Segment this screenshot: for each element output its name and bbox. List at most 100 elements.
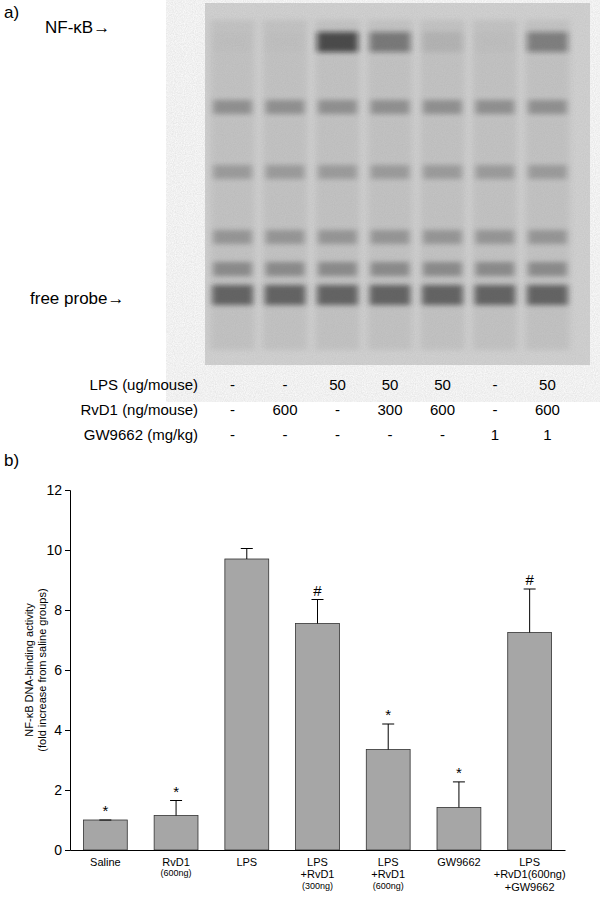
panel-label: b) bbox=[4, 451, 19, 470]
x-tick-label: LPS+RvD1(300ng) bbox=[301, 856, 335, 891]
x-tick-label-line: GW9662 bbox=[437, 856, 480, 868]
x-tick: GW9662 bbox=[437, 850, 480, 868]
significance-marker: * bbox=[173, 783, 179, 800]
nfkb-band bbox=[212, 32, 253, 52]
y-axis-line bbox=[65, 491, 71, 851]
lane bbox=[263, 20, 308, 350]
y-tick-label: 6 bbox=[54, 662, 62, 678]
nonspecific-band bbox=[423, 165, 462, 179]
treatment-value: - bbox=[230, 426, 235, 443]
nonspecific-band bbox=[213, 100, 252, 114]
gel-background bbox=[205, 3, 590, 365]
error-cap bbox=[312, 599, 324, 600]
y-tick-mark bbox=[65, 730, 70, 731]
nonspecific-band bbox=[423, 230, 462, 244]
y-tick-mark bbox=[65, 790, 70, 791]
error-bar bbox=[99, 820, 111, 821]
nonspecific-band bbox=[318, 230, 357, 244]
significance-marker: * bbox=[456, 764, 462, 781]
y-tick-mark bbox=[65, 550, 70, 551]
nfkb-band bbox=[422, 32, 463, 52]
free-probe-band bbox=[212, 285, 253, 305]
nonspecific-band bbox=[318, 100, 357, 114]
nonspecific-band bbox=[476, 165, 515, 179]
nonspecific-band bbox=[371, 165, 410, 179]
error-line bbox=[317, 600, 318, 624]
nonspecific-band bbox=[266, 262, 305, 276]
x-tick-label-line: +RvD1 bbox=[301, 868, 335, 880]
free-probe-band bbox=[422, 285, 463, 305]
error-line bbox=[458, 782, 459, 808]
nfkb-band bbox=[370, 32, 411, 52]
significance-marker: # bbox=[313, 582, 322, 599]
x-tick-label: RvD1(600ng) bbox=[161, 856, 192, 878]
x-tick-label-line: +GW9662 bbox=[505, 881, 555, 893]
nonspecific-band bbox=[476, 262, 515, 276]
nonspecific-band bbox=[423, 100, 462, 114]
treatment-label: LPS (ug/mouse) bbox=[90, 376, 198, 393]
error-bar bbox=[382, 724, 394, 750]
treatment-value: - bbox=[283, 426, 288, 443]
x-tick-label-line: (600ng) bbox=[373, 881, 404, 891]
x-tick-label-line: (600ng) bbox=[161, 868, 192, 878]
bar bbox=[366, 750, 410, 851]
x-tick: LPS+RvD1(600ng)+GW9662 bbox=[494, 850, 566, 893]
x-tick-label: LPS+RvD1(600ng) bbox=[371, 856, 405, 891]
band-label: free probe→ bbox=[30, 289, 125, 308]
gel-texture bbox=[205, 3, 590, 365]
free-probe-band bbox=[475, 285, 516, 305]
y-axis-title-line: NF-κB DNA-binding activity bbox=[23, 603, 35, 737]
error-cap bbox=[99, 820, 111, 821]
error-cap bbox=[170, 800, 182, 801]
significance-marker: * bbox=[385, 706, 391, 723]
x-tick-label: LPS bbox=[236, 856, 257, 868]
error-cap bbox=[241, 548, 253, 549]
error-line bbox=[388, 724, 389, 750]
nonspecific-band bbox=[476, 100, 515, 114]
nonspecific-band bbox=[528, 262, 567, 276]
nonspecific-band bbox=[213, 262, 252, 276]
y-axis-title: NF-κB DNA-binding activity(fold increase… bbox=[23, 588, 48, 751]
error-line bbox=[529, 589, 530, 633]
nonspecific-band bbox=[528, 165, 567, 179]
figure: a)NF-κB→free probe→LPS (ug/mouse)--50505… bbox=[0, 0, 600, 898]
x-tick: LPS+RvD1(600ng) bbox=[371, 850, 405, 891]
y-tick-label: 0 bbox=[54, 842, 62, 858]
bar bbox=[83, 820, 127, 850]
treatment-value: - bbox=[283, 376, 288, 393]
free-probe-band bbox=[317, 285, 358, 305]
x-tick-label-line: (300ng) bbox=[302, 881, 333, 891]
x-axis: Saline RvD1(600ng) LPS LPS+RvD1(300ng) LPS+R… bbox=[71, 850, 566, 893]
error-line bbox=[176, 801, 177, 816]
treatment-value: 50 bbox=[539, 376, 556, 393]
x-tick-label: Saline bbox=[90, 856, 121, 868]
error-bar bbox=[241, 549, 253, 560]
y-tick-label: 4 bbox=[54, 722, 62, 738]
nonspecific-band bbox=[266, 230, 305, 244]
error-bar bbox=[170, 801, 182, 816]
treatment-value: 600 bbox=[430, 401, 455, 418]
nonspecific-band bbox=[318, 262, 357, 276]
bar bbox=[508, 633, 552, 851]
treatment-value: - bbox=[335, 401, 340, 418]
treatment-value: 600 bbox=[273, 401, 298, 418]
bar bbox=[296, 624, 340, 851]
treatment-value: - bbox=[440, 426, 445, 443]
treatment-value: - bbox=[335, 426, 340, 443]
lane bbox=[210, 20, 255, 350]
y-tick: 12 bbox=[46, 482, 70, 498]
free-probe-band bbox=[370, 285, 411, 305]
free-probe-band bbox=[527, 285, 568, 305]
panel-label: a) bbox=[4, 3, 19, 22]
nfkb-band bbox=[527, 32, 568, 52]
error-bar bbox=[524, 589, 536, 633]
treatment-value: - bbox=[492, 401, 497, 418]
bar bbox=[154, 816, 198, 851]
x-tick: Saline bbox=[90, 850, 121, 868]
error-cap bbox=[382, 724, 394, 725]
x-tick: LPS+RvD1(300ng) bbox=[301, 850, 335, 891]
y-tick-mark bbox=[65, 610, 70, 611]
y-tick: 4 bbox=[54, 722, 70, 738]
significance-marker: # bbox=[525, 571, 534, 588]
nonspecific-band bbox=[266, 165, 305, 179]
